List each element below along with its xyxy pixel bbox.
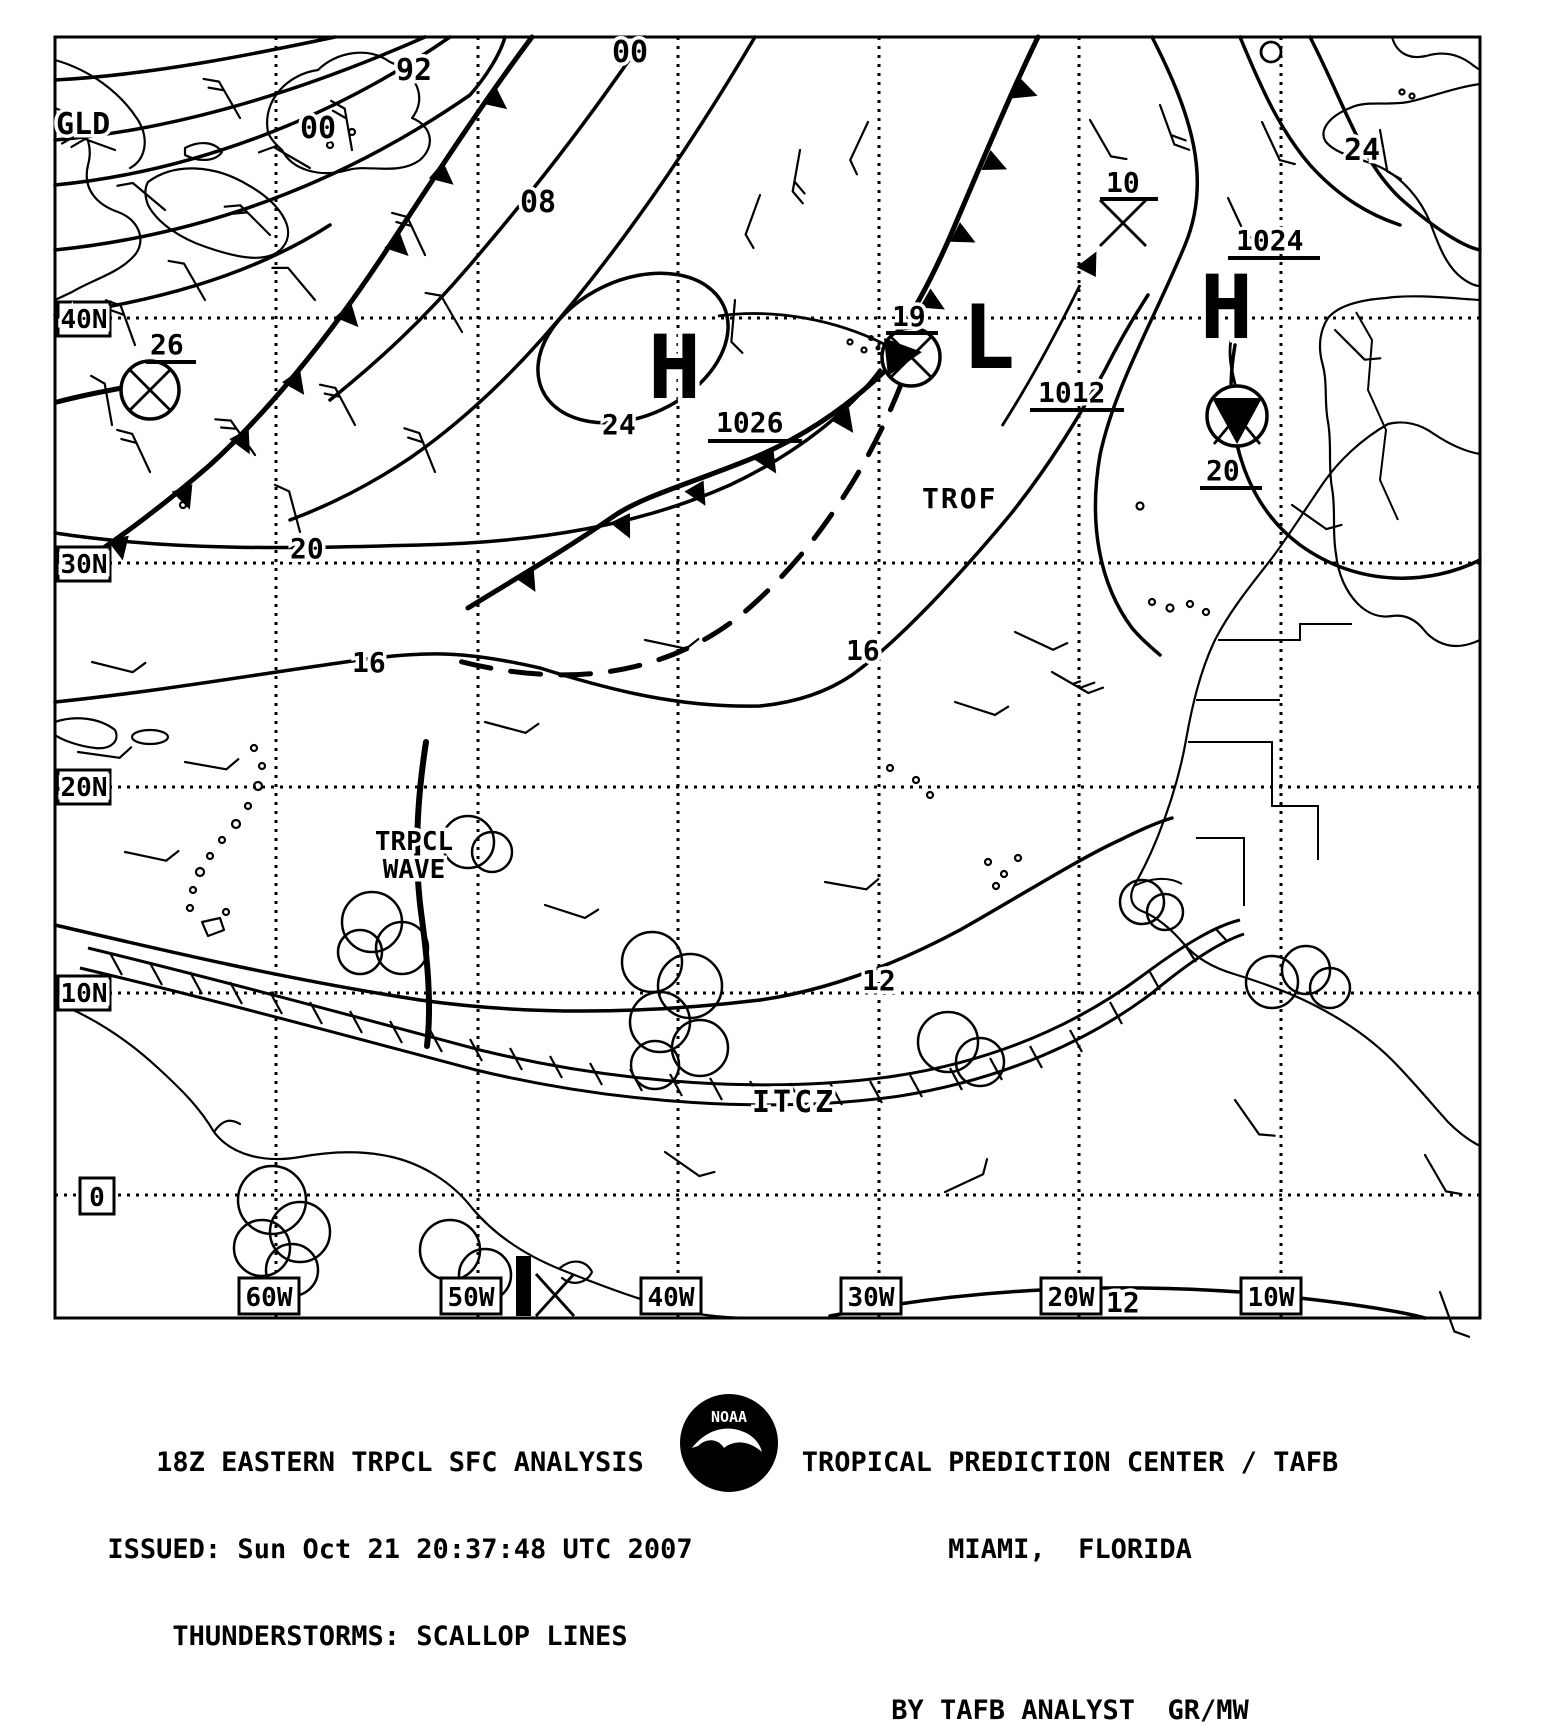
storm-symbol-19 (868, 326, 942, 388)
noaa-bird-icon (692, 1428, 762, 1452)
storm-19-value: 19 (892, 300, 926, 333)
latitude-label-boxes: 40N 30N 20N 10N 0 (56, 300, 116, 1217)
marker-bar-x (516, 1256, 576, 1317)
trough-lines (441, 379, 905, 678)
cold-front-east-north (892, 34, 1042, 341)
analysis-title: 18Z EASTERN TRPCL SFC ANALYSIS (156, 1447, 644, 1478)
tropical-wave-line (414, 739, 433, 1049)
isobar-label-12-south: 12 (862, 964, 896, 997)
label-trof: TROF (922, 482, 997, 515)
high-west-value: 1026 (716, 406, 783, 439)
noaa-logo: NOAA (680, 1394, 778, 1492)
isobar-label-16-west: 16 (352, 646, 386, 679)
spot-20-value: 20 (1206, 454, 1240, 487)
isobar-label-08: 08 (520, 185, 556, 220)
longitude-label-boxes: 60W 50W 40W 30W 20W 10W (237, 1276, 1303, 1317)
isobar-label-24-west: 24 (602, 408, 636, 441)
map-frame (53, 35, 1482, 1320)
high-east-value: 1024 (1236, 224, 1303, 257)
isobar-label-92: 92 (396, 53, 432, 88)
lon-label-40w: 40W (648, 1283, 695, 1313)
lon-label-30w: 30W (848, 1283, 895, 1313)
isobar-label-12-bottom: 12 (1106, 1286, 1140, 1319)
antilles-islands (185, 743, 267, 917)
storm-26-value: 26 (150, 328, 184, 361)
lat-label-10n: 10N (61, 979, 108, 1009)
low-symbol: L (962, 286, 1015, 389)
longitude-gridlines (274, 37, 1283, 1318)
noaa-logo-text: NOAA (711, 1408, 747, 1426)
label-trpcl: TRPCL (375, 827, 453, 857)
thunderstorm-scallops (232, 814, 1352, 1303)
map-labels: GLD 92 00 08 00 24 10 1024 H 20 19 L 101… (53, 32, 1384, 1323)
isobar-label-20-west: 20 (290, 532, 324, 565)
high-west-symbol: H (648, 316, 701, 419)
storm-symbol-26 (119, 359, 181, 421)
label-itcz: ITCZ (752, 1085, 836, 1120)
lon-label-60w: 60W (246, 1283, 293, 1313)
center-location: MIAMI, FLORIDA (948, 1534, 1192, 1565)
label-gld: GLD (56, 107, 110, 142)
small-circle-symbol (1259, 40, 1283, 64)
thunderstorm-note: THUNDERSTORMS: SCALLOP LINES (172, 1621, 628, 1652)
front-stub-west (54, 385, 125, 405)
lat-label-20n: 20N (61, 773, 108, 803)
low-10-value: 10 (1106, 166, 1140, 199)
lat-label-30n: 30N (61, 550, 108, 580)
motion-arrow (1000, 246, 1107, 427)
dissipating-low-x (1099, 199, 1147, 247)
lat-label-0: 0 (89, 1183, 105, 1213)
isobar-label-24-europe: 24 (1344, 133, 1380, 168)
cold-front-west (55, 34, 535, 581)
issuance-block: 18Z EASTERN TRPCL SFC ANALYSIS ISSUED: S… (70, 1390, 730, 1680)
high-east-symbol: H (1200, 256, 1253, 359)
isobar-label-16-mid: 16 (846, 634, 880, 667)
center-block: TROPICAL PREDICTION CENTER / TAFB MIAMI,… (795, 1390, 1345, 1728)
hurricane-symbol-east (1205, 339, 1269, 448)
isobar-label-00-west: 00 (300, 111, 336, 146)
label-wave: WAVE (383, 855, 446, 885)
atlantic-islands (178, 338, 1211, 891)
lat-label-40n: 40N (61, 305, 108, 335)
cold-front-east-south (465, 367, 889, 611)
itcz-band (79, 918, 1245, 1107)
lon-label-10w: 10W (1248, 1283, 1295, 1313)
lon-label-20w: 20W (1048, 1283, 1095, 1313)
center-name: TROPICAL PREDICTION CENTER / TAFB (801, 1447, 1339, 1478)
low-value: 1012 (1038, 376, 1105, 409)
lon-label-50w: 50W (448, 1283, 495, 1313)
latitude-gridlines (55, 316, 1480, 1197)
isobar-label-00-top: 00 (612, 35, 648, 70)
analyst-line: BY TAFB ANALYST GR/MW (891, 1695, 1249, 1726)
issued-time: ISSUED: Sun Oct 21 20:37:48 UTC 2007 (107, 1534, 693, 1565)
